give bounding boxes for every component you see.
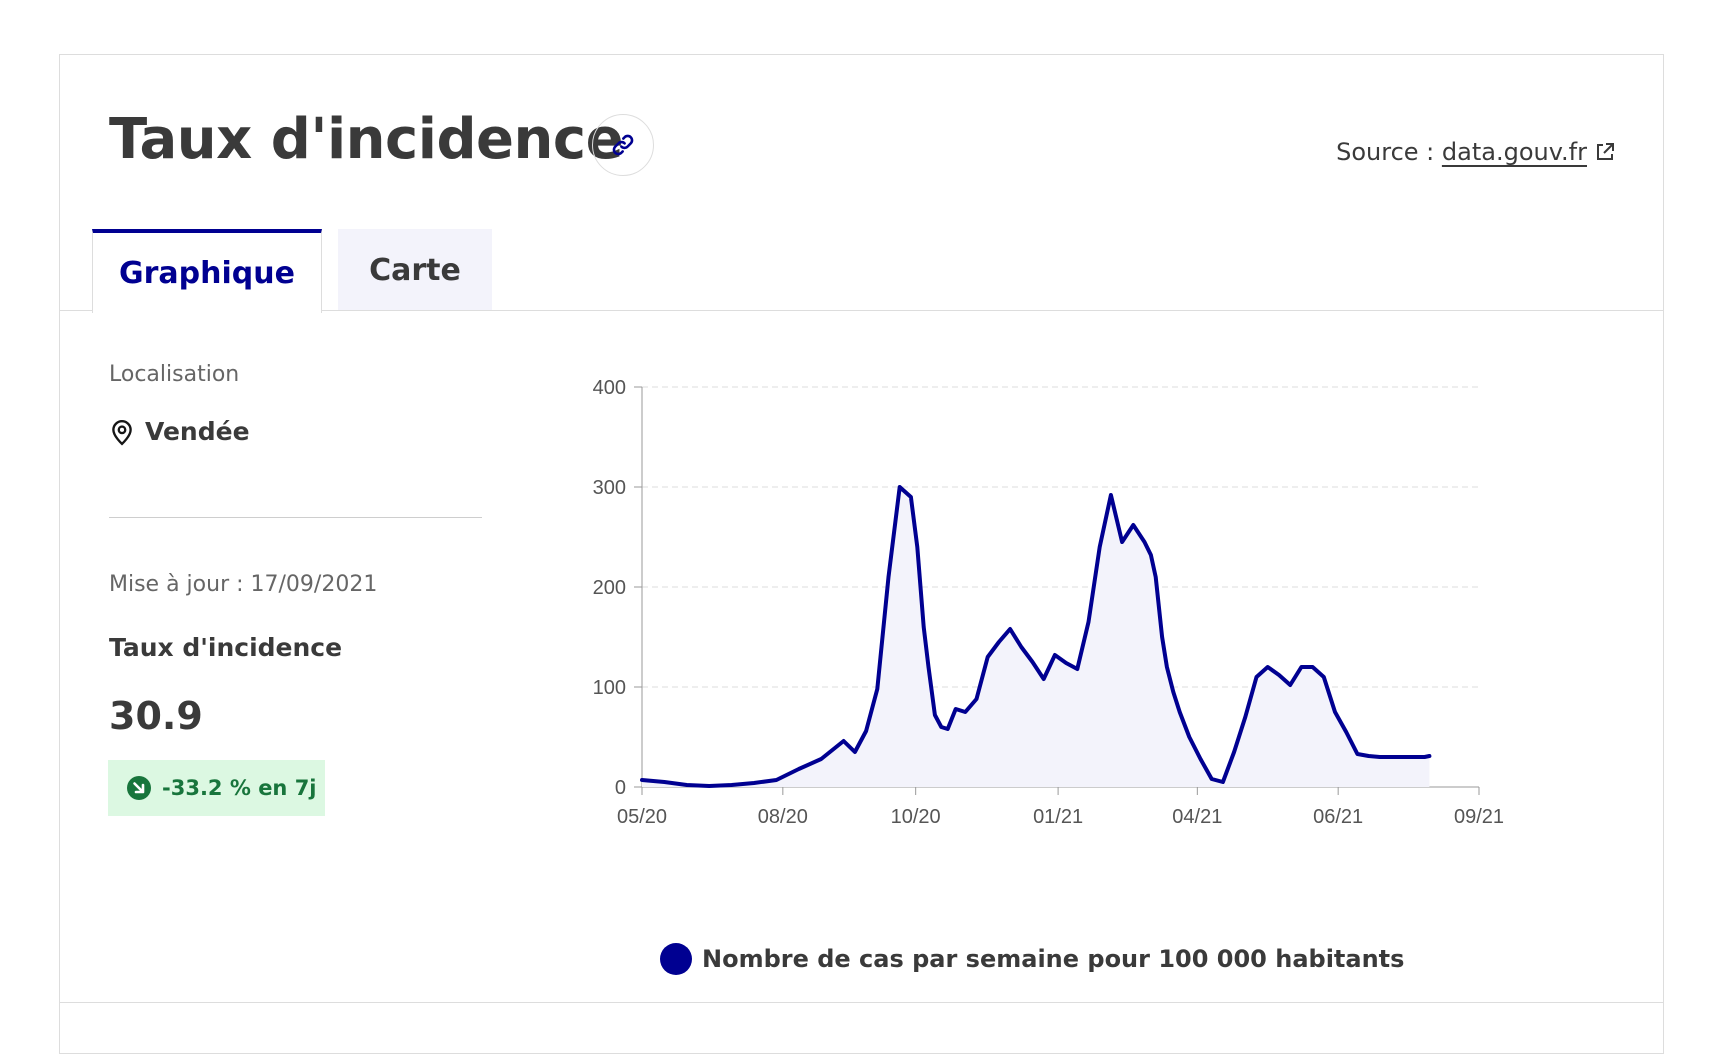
x-tick-label: 05/20 xyxy=(617,806,667,828)
y-tick-label: 200 xyxy=(593,577,626,599)
update-date: Mise à jour : 17/09/2021 xyxy=(109,572,378,597)
trend-badge: -33.2 % en 7j xyxy=(108,760,325,816)
source-prefix: Source : xyxy=(1336,138,1442,166)
arrow-down-right-icon xyxy=(127,776,151,800)
x-tick-label: 01/21 xyxy=(1033,806,1083,828)
series-line xyxy=(640,485,1432,788)
sidebar-divider xyxy=(109,517,482,518)
x-tick-label: 10/20 xyxy=(891,806,941,828)
card-footer-divider xyxy=(60,1002,1663,1003)
location-label: Localisation xyxy=(109,362,240,387)
incidence-chart: 0 100 200 300 400 05/20 08/20 10/20 01/21 04/21 06… xyxy=(593,377,1504,828)
legend-label: Nombre de cas par semaine pour 100 000 h… xyxy=(702,945,1405,973)
x-tick-label: 09/21 xyxy=(1454,806,1504,828)
link-icon xyxy=(612,134,634,156)
location-value: Vendée xyxy=(109,417,250,446)
metric-value: 30.9 xyxy=(109,694,203,738)
map-pin-icon xyxy=(112,419,132,445)
x-tick-label: 06/21 xyxy=(1313,806,1363,828)
incidence-card: Taux d'incidence Source : data.gouv.fr G… xyxy=(59,54,1664,1054)
x-tick-label: 04/21 xyxy=(1172,806,1222,828)
chart-legend: Nombre de cas par semaine pour 100 000 h… xyxy=(660,943,1404,975)
y-tick-label: 400 xyxy=(593,377,626,399)
external-link-icon xyxy=(1597,143,1614,160)
trend-text: -33.2 % en 7j xyxy=(162,776,317,800)
x-tick-label: 08/20 xyxy=(758,806,808,828)
copy-link-button[interactable] xyxy=(592,114,654,176)
page-title: Taux d'incidence xyxy=(109,107,624,172)
legend-marker xyxy=(660,943,692,975)
location-name: Vendée xyxy=(145,417,250,446)
tab-carte[interactable]: Carte xyxy=(338,229,492,311)
tabs-divider xyxy=(60,310,1663,311)
tab-graphique[interactable]: Graphique xyxy=(92,229,322,313)
series-area xyxy=(642,487,1430,787)
y-tick-label: 0 xyxy=(615,777,626,799)
source-link[interactable]: data.gouv.fr xyxy=(1441,138,1587,166)
source-line: Source : data.gouv.fr xyxy=(1336,138,1615,166)
y-tick-label: 100 xyxy=(593,677,626,699)
y-tick-label: 300 xyxy=(593,477,626,499)
metric-label: Taux d'incidence xyxy=(109,633,343,662)
